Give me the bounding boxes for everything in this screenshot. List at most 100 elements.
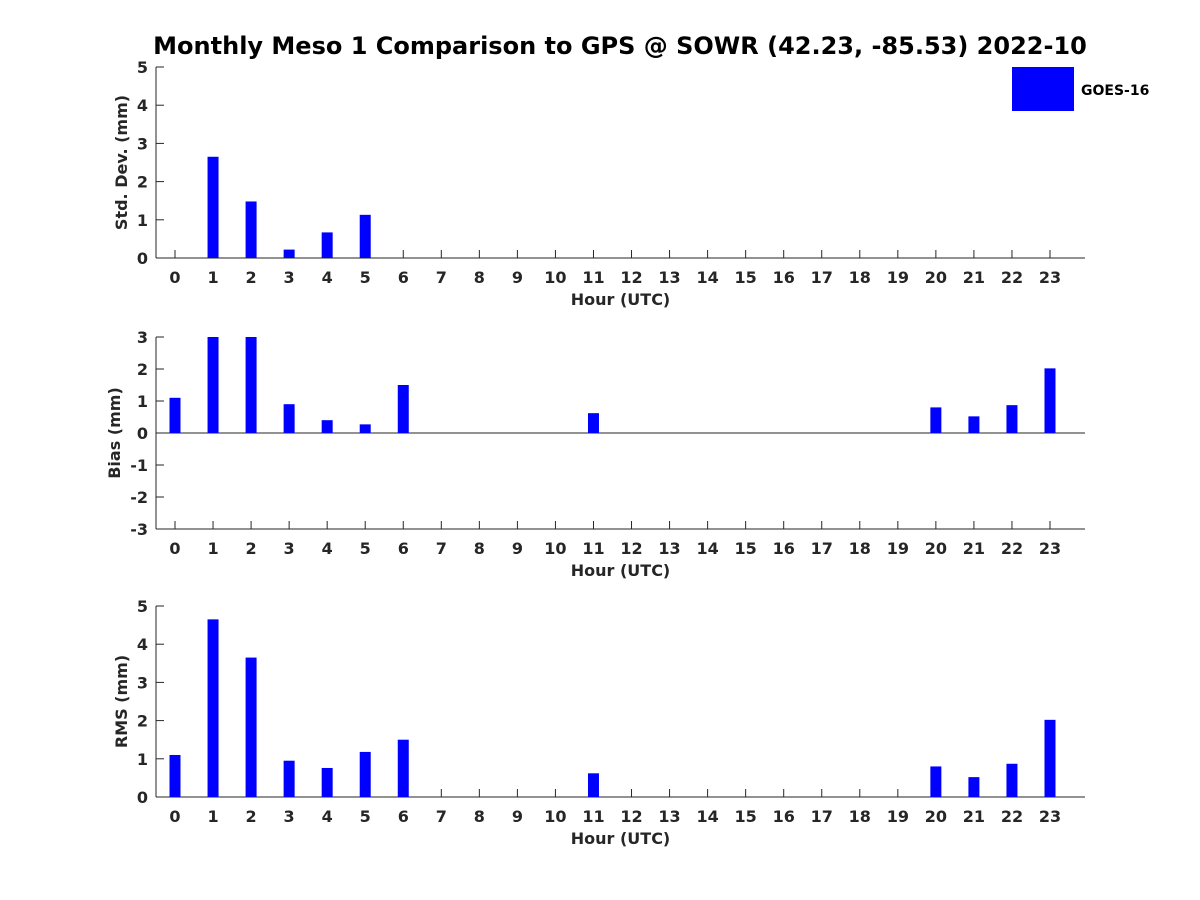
- std-dev-y-tick-label: 0: [137, 249, 148, 268]
- rms-y-tick-label: 2: [137, 712, 148, 731]
- legend-swatch: [1012, 67, 1074, 111]
- std-dev-x-tick-label: 21: [963, 268, 985, 287]
- rms-y-tick-label: 3: [137, 673, 148, 692]
- bias-bar: [1006, 405, 1018, 433]
- rms-x-tick-label: 12: [620, 807, 642, 826]
- bias-x-tick-label: 22: [1001, 539, 1023, 558]
- legend: GOES-16: [1012, 67, 1149, 111]
- std-dev-x-tick-label: 0: [169, 268, 180, 287]
- bias-bar: [397, 385, 409, 433]
- std-dev-x-tick-label: 16: [773, 268, 795, 287]
- rms-bar: [587, 773, 599, 797]
- std-dev-bar: [321, 232, 333, 258]
- std-dev-x-tick-label: 22: [1001, 268, 1023, 287]
- bias-x-tick-label: 14: [696, 539, 718, 558]
- rms-x-tick-label: 22: [1001, 807, 1023, 826]
- bias-y-tick-label: 2: [137, 360, 148, 379]
- std-dev-x-tick-label: 19: [887, 268, 909, 287]
- bias-x-tick-label: 23: [1039, 539, 1061, 558]
- bias-x-axis-label: Hour (UTC): [571, 561, 671, 580]
- bias-bar: [169, 397, 181, 433]
- bias-y-tick-label: 0: [137, 424, 148, 443]
- std-dev-x-tick-label: 9: [512, 268, 523, 287]
- rms-x-tick-label: 0: [169, 807, 180, 826]
- std-dev-x-tick-label: 23: [1039, 268, 1061, 287]
- rms-bar: [359, 751, 371, 797]
- bias-x-tick-label: 15: [735, 539, 757, 558]
- rms-x-tick-label: 2: [246, 807, 257, 826]
- rms-y-tick-label: 5: [137, 597, 148, 616]
- bias-x-tick-label: 17: [811, 539, 833, 558]
- bias-x-tick-label: 7: [436, 539, 447, 558]
- rms-bar: [207, 619, 219, 797]
- rms-y-tick-label: 0: [137, 788, 148, 807]
- bias-x-tick-label: 2: [246, 539, 257, 558]
- bias-bar: [207, 337, 219, 433]
- std-dev-x-tick-label: 1: [207, 268, 218, 287]
- rms-x-tick-label: 9: [512, 807, 523, 826]
- legend-label: GOES-16: [1081, 83, 1149, 99]
- rms-x-tick-label: 17: [811, 807, 833, 826]
- std-dev-x-tick-label: 7: [436, 268, 447, 287]
- bias-y-tick-label: -2: [130, 488, 148, 507]
- rms-x-tick-label: 10: [544, 807, 566, 826]
- rms-x-tick-label: 3: [284, 807, 295, 826]
- std-dev-y-tick-label: 1: [137, 211, 148, 230]
- std-dev-x-tick-label: 6: [398, 268, 409, 287]
- std-dev-x-tick-label: 11: [582, 268, 604, 287]
- rms-x-tick-label: 11: [582, 807, 604, 826]
- bias-x-tick-label: 8: [474, 539, 485, 558]
- bias-x-tick-label: 13: [658, 539, 680, 558]
- bias-x-tick-label: 11: [582, 539, 604, 558]
- bias-bar: [930, 407, 942, 433]
- rms-x-tick-label: 15: [735, 807, 757, 826]
- std-dev-y-tick-label: 3: [137, 134, 148, 153]
- bias-y-tick-label: -1: [130, 456, 148, 475]
- bias-x-tick-label: 9: [512, 539, 523, 558]
- bias-x-tick-label: 4: [322, 539, 333, 558]
- std-dev-bar: [359, 214, 371, 258]
- std-dev-x-tick-label: 12: [620, 268, 642, 287]
- bias-bar: [245, 337, 257, 433]
- chart-title: Monthly Meso 1 Comparison to GPS @ SOWR …: [153, 32, 1087, 60]
- rms-x-tick-label: 16: [773, 807, 795, 826]
- bias-bar: [968, 416, 980, 433]
- bias-x-tick-label: 5: [360, 539, 371, 558]
- std-dev-y-tick-label: 4: [137, 96, 148, 115]
- rms-y-tick-label: 4: [137, 635, 148, 654]
- std-dev-x-tick-label: 3: [284, 268, 295, 287]
- std-dev-x-tick-label: 2: [246, 268, 257, 287]
- std-dev-x-tick-label: 4: [322, 268, 333, 287]
- bias-y-tick-label: -3: [130, 520, 148, 539]
- std-dev-x-tick-label: 18: [849, 268, 871, 287]
- std-dev-y-tick-label: 5: [137, 58, 148, 77]
- std-dev-bar: [245, 201, 257, 258]
- std-dev-x-tick-label: 8: [474, 268, 485, 287]
- rms-bar: [397, 739, 409, 797]
- rms-x-tick-label: 1: [207, 807, 218, 826]
- bias-bar: [1044, 368, 1056, 433]
- rms-bar: [169, 754, 181, 797]
- rms-bar: [321, 767, 333, 797]
- rms-bar: [245, 657, 257, 797]
- bias-bar: [283, 404, 295, 433]
- bias-x-tick-label: 10: [544, 539, 566, 558]
- bias-y-tick-label: 1: [137, 392, 148, 411]
- bias-x-tick-label: 18: [849, 539, 871, 558]
- rms-x-tick-label: 18: [849, 807, 871, 826]
- std-dev-x-axis-label: Hour (UTC): [571, 290, 671, 309]
- rms-y-axis-label: RMS (mm): [112, 655, 131, 748]
- std-dev-x-tick-label: 15: [735, 268, 757, 287]
- bias-bar: [587, 413, 599, 433]
- std-dev-x-tick-label: 17: [811, 268, 833, 287]
- std-dev-x-tick-label: 13: [658, 268, 680, 287]
- bias-x-tick-label: 20: [925, 539, 947, 558]
- bias-x-tick-label: 3: [284, 539, 295, 558]
- rms-x-tick-label: 21: [963, 807, 985, 826]
- rms-x-tick-label: 14: [696, 807, 718, 826]
- rms-y-tick-label: 1: [137, 750, 148, 769]
- std-dev-y-axis-label: Std. Dev. (mm): [112, 95, 131, 230]
